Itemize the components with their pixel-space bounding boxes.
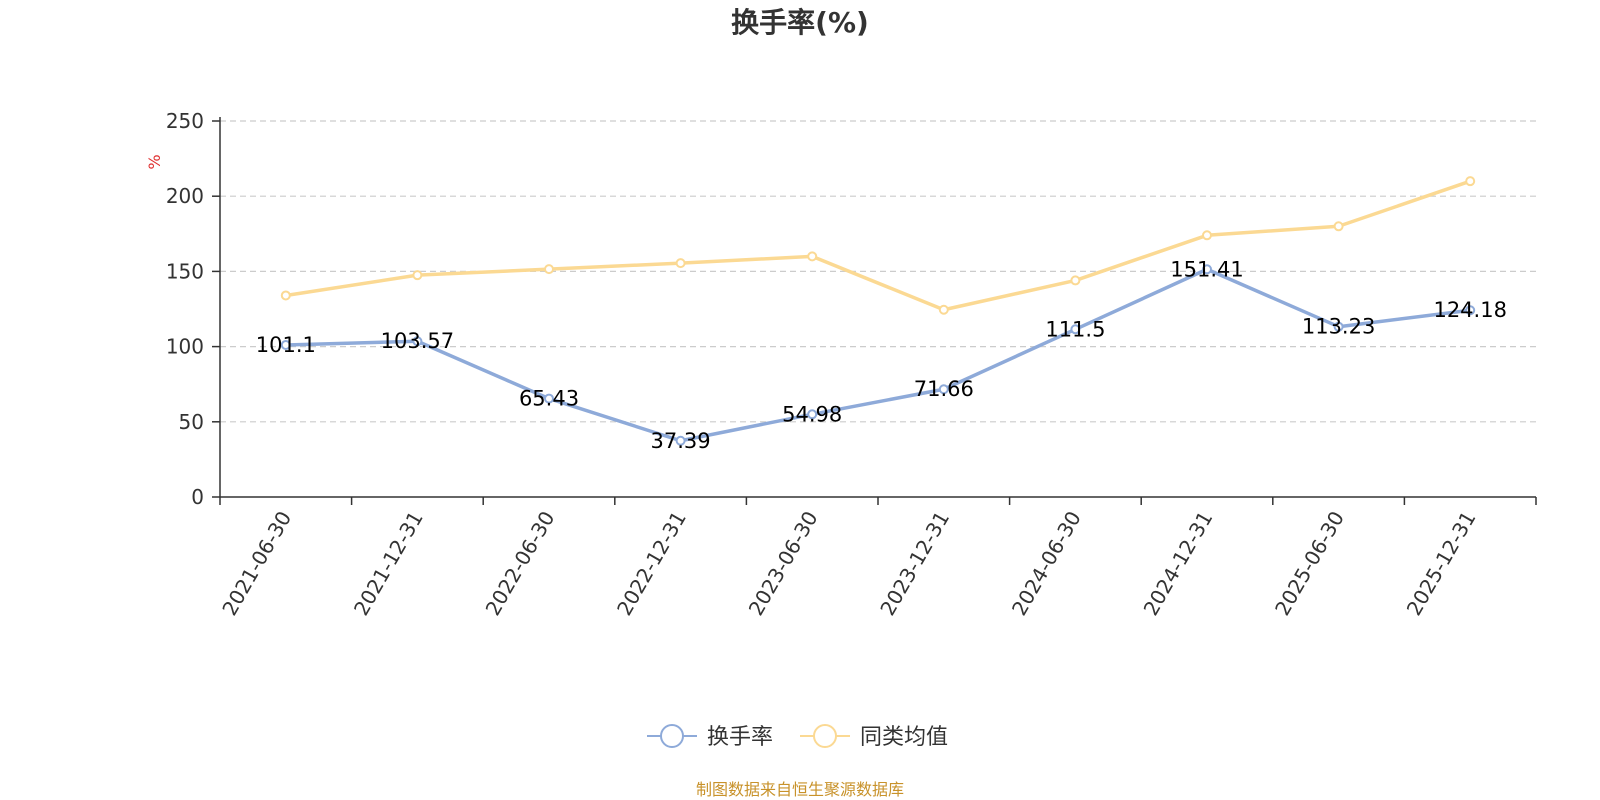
x-tick-label: 2023-12-31 xyxy=(875,507,954,620)
data-label: 103.57 xyxy=(381,329,454,353)
series-point xyxy=(1465,305,1476,316)
series-lines xyxy=(280,176,1476,446)
data-labels: 101.1 103.57 65.43 37.39 54.98 71.66 111.5 151.… xyxy=(256,257,1507,452)
y-tick-label: 0 xyxy=(191,485,204,509)
legend-item[interactable]: 换手率 xyxy=(647,724,773,750)
x-tick-label: 2024-12-31 xyxy=(1138,507,1217,620)
legend-label: 同类均值 xyxy=(860,725,948,750)
y-tick-label: 100 xyxy=(166,335,204,359)
legend-label: 换手率 xyxy=(707,725,773,750)
series-point xyxy=(1333,321,1344,332)
series-point xyxy=(1070,275,1081,286)
x-tick-label: 2022-06-30 xyxy=(480,507,559,620)
y-tick-label: 50 xyxy=(179,410,204,434)
x-tick-label: 2023-06-30 xyxy=(744,507,823,620)
series-point xyxy=(1202,264,1212,275)
source-note: 制图数据来自恒生聚源数据库 xyxy=(696,780,904,799)
series-point xyxy=(544,264,554,275)
legend-marker-icon xyxy=(813,724,837,748)
x-tick-label: 2021-12-31 xyxy=(349,507,428,620)
y-tick-label: 200 xyxy=(166,184,204,208)
data-label: 101.1 xyxy=(256,333,316,357)
x-tick-label: 2021-06-30 xyxy=(217,507,296,620)
series-point xyxy=(1070,324,1081,335)
series-point xyxy=(675,435,686,446)
data-label: 151.41 xyxy=(1170,257,1243,281)
y-tick-label: 150 xyxy=(166,259,204,283)
x-tick-label: 2025-06-30 xyxy=(1270,507,1349,620)
series-point xyxy=(1333,221,1344,232)
x-tick-label: 2022-12-31 xyxy=(612,507,691,620)
data-label: 37.39 xyxy=(651,429,711,453)
series-point xyxy=(412,336,423,347)
series-point xyxy=(1465,176,1476,187)
x-tick-label: 2024-06-30 xyxy=(1007,507,1086,620)
series-line xyxy=(285,267,1471,443)
data-label: 54.98 xyxy=(782,402,842,426)
x-tick-label: 2025-12-31 xyxy=(1402,507,1481,620)
data-label: 71.66 xyxy=(914,377,974,401)
data-label: 65.43 xyxy=(519,387,579,411)
data-label: 124.18 xyxy=(1433,298,1506,322)
series-point xyxy=(938,384,949,395)
series-point xyxy=(1202,230,1212,241)
series-point xyxy=(280,290,291,301)
data-label: 111.5 xyxy=(1045,317,1105,341)
chart-title: 换手率(%) xyxy=(731,6,869,39)
data-label: 113.23 xyxy=(1302,315,1375,339)
series-point xyxy=(807,251,818,262)
series-point xyxy=(675,258,686,269)
legend-item[interactable]: 同类均值 xyxy=(800,724,948,750)
series-point xyxy=(412,270,423,281)
axes: 0 50 100 150 200 250 2021-06-30 2021-12-31 2022-… xyxy=(166,109,1537,620)
legend-marker-icon xyxy=(660,724,684,748)
y-tick-label: 250 xyxy=(166,109,204,133)
legend[interactable]: 换手率 同类均值 xyxy=(647,724,948,750)
series-point xyxy=(544,393,554,404)
series-line xyxy=(285,179,1471,312)
series-point xyxy=(807,409,818,420)
series-point xyxy=(938,304,949,315)
y-axis-label: % xyxy=(145,154,164,169)
series-point xyxy=(280,339,291,350)
